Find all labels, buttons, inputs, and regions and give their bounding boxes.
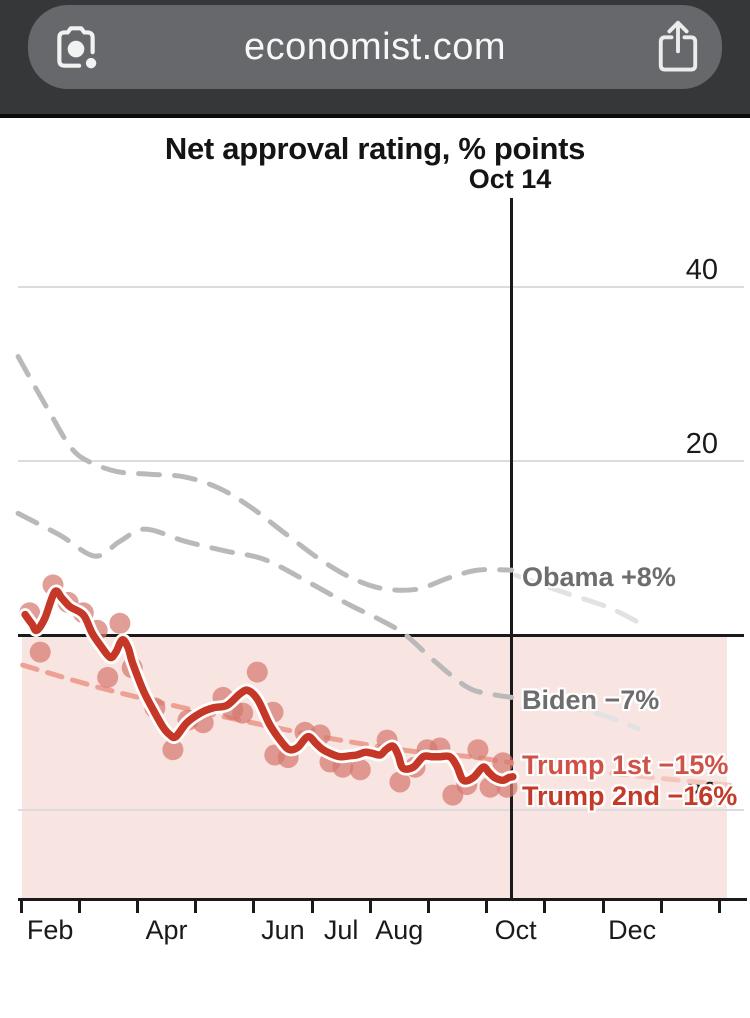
x-tick-label: Jun: [261, 915, 305, 945]
gridline: [18, 460, 744, 463]
poll-dot: [389, 771, 411, 793]
address-bar[interactable]: economist.com: [28, 5, 722, 89]
chart-title: Net approval rating, % points: [164, 131, 586, 166]
x-tick-label: Aug: [375, 915, 424, 945]
y-tick-label: 40: [685, 253, 718, 286]
y-tick-label: 20: [685, 428, 718, 461]
x-tick: [426, 899, 430, 913]
x-axis-line: [18, 898, 747, 901]
x-tick-label: Feb: [26, 915, 74, 945]
x-tick-label: Dec: [608, 915, 657, 945]
zero-line: [18, 634, 744, 637]
google-lens-icon[interactable]: [50, 5, 102, 89]
biden-line-after-oct14: [522, 697, 641, 732]
biden-line: [15, 510, 515, 700]
x-tick: [310, 899, 314, 913]
poll-dot: [109, 612, 131, 634]
x-tick: [194, 899, 198, 913]
x-tick-label: Apr: [145, 915, 188, 945]
poll-dot: [162, 739, 184, 761]
x-tick: [485, 899, 489, 913]
x-tick-label: Oct: [494, 915, 537, 945]
oct-14-vline: [510, 198, 514, 899]
x-tick: [135, 899, 139, 913]
poll-dot: [349, 759, 371, 781]
browser-top-bar: economist.com: [0, 0, 750, 118]
share-icon[interactable]: [654, 5, 702, 89]
trump1-line-after-oct14: [557, 765, 743, 789]
poll-dot: [232, 702, 254, 724]
trump2-line: [21, 587, 517, 785]
gridline: [18, 285, 744, 288]
poll-dot: [492, 752, 514, 774]
x-tick: [252, 899, 256, 913]
gridline: [18, 808, 744, 811]
x-tick: [543, 899, 547, 913]
x-tick: [368, 899, 372, 913]
annotation-obama: Obama +8%: [522, 562, 676, 592]
poll-dot: [246, 661, 268, 683]
annotation-biden: Biden −7%: [522, 685, 660, 715]
url-text[interactable]: economist.com: [243, 25, 507, 68]
x-tick-label: Jul: [323, 915, 359, 945]
annotation-trump1: Trump 1st −15%: [522, 750, 729, 780]
x-tick: [601, 899, 605, 913]
annotation-trump2: Trump 2nd −16%: [522, 781, 738, 811]
oct-14-label: Oct 14: [468, 164, 552, 194]
x-tick: [77, 899, 81, 913]
poll-dot: [97, 666, 119, 688]
x-tick: [659, 899, 663, 913]
poll-dot: [467, 739, 489, 761]
poll-dot: [29, 641, 51, 663]
obama-line-after-oct14: [513, 572, 650, 630]
x-tick: [717, 899, 721, 913]
x-tick: [19, 899, 23, 913]
